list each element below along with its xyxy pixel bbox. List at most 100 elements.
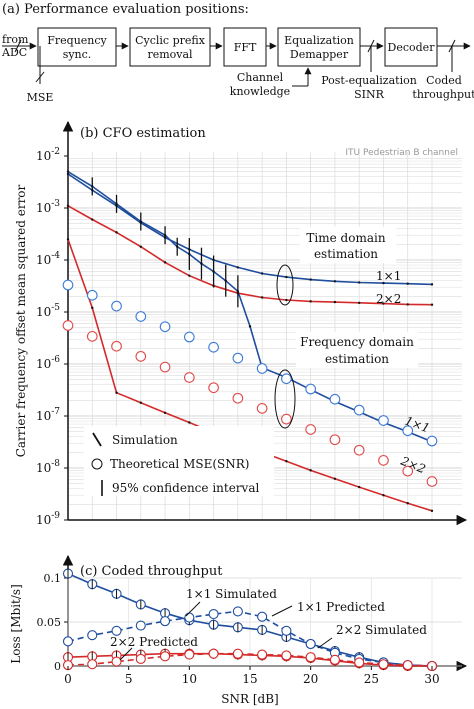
- simulation-point: [260, 296, 264, 299]
- theoretical-point: [183, 331, 195, 343]
- block-decoder-label: Decoder: [388, 41, 436, 54]
- simulation-point: [139, 401, 142, 404]
- throughput-series-line-2: [67, 652, 432, 667]
- block-cyclic-prefix-l1: Cyclic prefix: [135, 34, 206, 47]
- throughput-y-tick-label: 0.1: [44, 572, 62, 585]
- simulation-point: [406, 282, 409, 285]
- theoretical-point: [86, 331, 98, 342]
- throughput-point: [354, 657, 365, 668]
- throughput-point: [111, 625, 122, 636]
- cfo-y-tick-label: 10-6: [36, 355, 60, 371]
- pointer-1x1-predicted: [271, 605, 293, 617]
- simulation-point: [358, 301, 361, 305]
- simulation-point: [163, 261, 167, 264]
- throughput-point: [208, 648, 219, 659]
- simulation-point: [430, 303, 434, 306]
- theoretical-point: [62, 279, 74, 291]
- cfo-y-tick-label: 10-4: [36, 251, 60, 267]
- cfo-title: (b) CFO estimation: [80, 126, 206, 141]
- channel-label-1: Channel: [237, 71, 284, 84]
- simulation-point: [309, 469, 312, 472]
- cfo-channel-note: ITU Pedestrian B channel: [345, 148, 458, 158]
- cfo-series-line-0: [67, 173, 433, 286]
- coded-label-2: throughput: [412, 88, 474, 101]
- throughput-series-line-3: [67, 652, 433, 667]
- simulation-point: [139, 245, 142, 248]
- time-domain-label-bg: [300, 227, 396, 263]
- simulation-point: [66, 170, 70, 173]
- label-1x1-predicted: 1×1 Predicted: [297, 600, 385, 614]
- throughput-point: [62, 636, 74, 647]
- theoretical-point: [426, 476, 438, 487]
- simulation-point: [66, 238, 70, 241]
- cfo-y-tick-label: 10-8: [36, 459, 60, 475]
- time-domain-label-1: Time domain: [306, 231, 385, 245]
- theoretical-point: [232, 392, 244, 404]
- theoretical-point: [135, 351, 147, 362]
- freq-domain-label-1: Frequency domain: [300, 335, 414, 349]
- theoretical-point: [281, 413, 292, 425]
- block-cyclic-prefix-l2: removal: [147, 48, 193, 61]
- legend-simulation: Simulation: [112, 433, 178, 447]
- throughput-series-line-1: [67, 610, 433, 667]
- time-domain-bracket: [276, 264, 294, 306]
- block-diagram: (a) Performance evaluation positions: fr…: [1, 2, 474, 104]
- throughput-point: [135, 620, 146, 631]
- throughput-y-label: Loss [Mbit/s]: [9, 584, 23, 664]
- simulation-point: [430, 283, 434, 286]
- simulation-point: [309, 278, 312, 281]
- simulation-point: [66, 204, 70, 208]
- simulation-point: [382, 281, 385, 285]
- throughput-x-label: SNR [dB]: [221, 692, 278, 706]
- theoretical-point: [378, 455, 389, 466]
- time-1x1-label: 1×1: [376, 269, 401, 283]
- theoretical-point: [111, 300, 122, 312]
- simulation-point: [333, 477, 337, 480]
- throughput-point: [208, 609, 219, 620]
- simulation-point: [406, 303, 409, 306]
- throughput-point: [257, 611, 268, 622]
- theoretical-point: [353, 444, 365, 456]
- theoretical-point: [329, 434, 341, 446]
- input-label-from: from: [2, 33, 29, 46]
- cfo-confidence-intervals: [91, 177, 239, 308]
- theoretical-point: [305, 383, 317, 395]
- theoretical-point: [159, 321, 171, 333]
- theoretical-point: [281, 373, 292, 385]
- cfo-series-line-2: [67, 171, 433, 443]
- block-decoder: [384, 27, 438, 67]
- block-frequency-sync: [37, 27, 117, 67]
- throughput-point: [281, 650, 292, 661]
- snr-x-ticks: 0 5 10 15 20 25 30: [64, 666, 440, 686]
- post-eq-label-2: SINR: [354, 88, 385, 101]
- label-2x2-predicted: 2×2 Predicted: [110, 635, 198, 649]
- legend-theoretical-icon: [91, 458, 103, 470]
- snr-tick-label: 5: [125, 672, 133, 686]
- cfo-series-line-1: [67, 205, 433, 306]
- snr-tick-label: 30: [424, 672, 439, 686]
- theoretical-point: [378, 415, 389, 426]
- throughput-point: [281, 625, 292, 636]
- throughput-point: [257, 649, 268, 660]
- channel-label-2: knowledge: [230, 85, 290, 98]
- time-2x2-label: 2×2: [376, 292, 401, 306]
- theoretical-point: [159, 361, 171, 373]
- block-equalization-l2: Demapper: [290, 48, 349, 61]
- theoretical-point: [305, 424, 317, 435]
- label-1x1-simulated: 1×1 Simulated: [186, 587, 277, 601]
- coded-label-1: Coded: [426, 74, 462, 87]
- simulation-point: [430, 509, 434, 513]
- simulation-point: [333, 300, 337, 304]
- simulation-point: [309, 300, 312, 303]
- simulation-point: [163, 411, 167, 415]
- simulation-point: [188, 274, 191, 277]
- freq-domain-label-bg: [296, 332, 418, 368]
- simulation-point: [248, 325, 252, 328]
- throughput-series-line-0: [67, 572, 433, 667]
- theoretical-point: [256, 363, 268, 374]
- theoretical-point: [256, 403, 268, 414]
- simulation-point: [66, 172, 70, 176]
- simulation-point: [285, 275, 288, 279]
- theoretical-point: [135, 311, 147, 322]
- throughput-point: [87, 630, 98, 641]
